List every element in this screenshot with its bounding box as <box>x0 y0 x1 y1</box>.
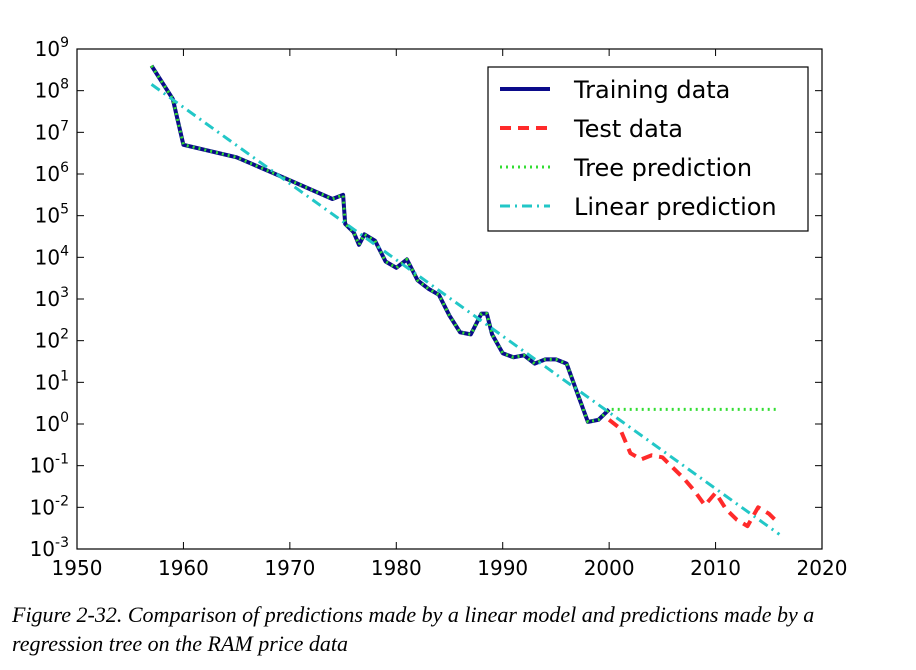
x-tick-label: 1960 <box>158 556 209 580</box>
x-tick-label: 1980 <box>371 556 422 580</box>
series-layer <box>149 64 781 536</box>
legend-label: Test data <box>573 115 683 143</box>
x-tick-label: 2020 <box>797 556 848 580</box>
y-tick-label: 104 <box>35 243 69 269</box>
y-tick-label: 108 <box>35 77 69 103</box>
y-tick-exponent: 7 <box>60 118 69 134</box>
y-tick-exponent: 5 <box>60 202 69 218</box>
legend-box <box>487 66 809 232</box>
y-tick-exponent: -2 <box>55 493 69 509</box>
y-tick-label: 106 <box>35 160 69 186</box>
y-tick-label: 107 <box>35 118 69 144</box>
x-tick-label: 2010 <box>690 556 741 580</box>
y-tick-exponent: 9 <box>60 35 69 51</box>
y-tick-label: 100 <box>35 410 69 436</box>
x-tick-label: 1950 <box>52 556 103 580</box>
y-tick-exponent: 0 <box>60 410 69 426</box>
y-tick-label: 10-2 <box>30 493 69 519</box>
y-tick-label: 105 <box>35 202 69 228</box>
legend-label: Training data <box>573 76 730 104</box>
x-tick-label: 2000 <box>584 556 635 580</box>
legend-label: Linear prediction <box>574 193 777 221</box>
y-tick-exponent: -1 <box>55 452 69 468</box>
y-tick-label: 102 <box>35 327 69 353</box>
series-line-linear-prediction <box>150 83 781 536</box>
y-tick-label: 103 <box>35 285 69 311</box>
x-tick-label: 1990 <box>477 556 528 580</box>
chart: 1950 1960 1970 1980 1990 2000 2010 2020 1 0 -3 10-2… <box>30 35 848 580</box>
y-tick-exponent: 8 <box>60 77 69 93</box>
legend: Training data Test data Tree prediction Lin… <box>487 66 809 232</box>
y-tick-exponent: 4 <box>60 243 69 259</box>
y-tick-label: 109 <box>35 35 69 61</box>
figure-caption: Figure 2-32. Comparison of predictions m… <box>12 602 815 656</box>
y-tick-label: 10-1 <box>30 452 69 478</box>
y-tick-exponent: 1 <box>60 368 69 384</box>
y-tick-label: 101 <box>35 368 69 394</box>
y-tick-exponent: 3 <box>60 285 69 301</box>
y-tick-exponent: 6 <box>60 160 69 176</box>
y-tick-exponent: -3 <box>55 535 69 551</box>
y-tick-exponent: 2 <box>60 327 69 343</box>
legend-label: Tree prediction <box>573 154 752 182</box>
x-tick-label: 1970 <box>264 556 315 580</box>
